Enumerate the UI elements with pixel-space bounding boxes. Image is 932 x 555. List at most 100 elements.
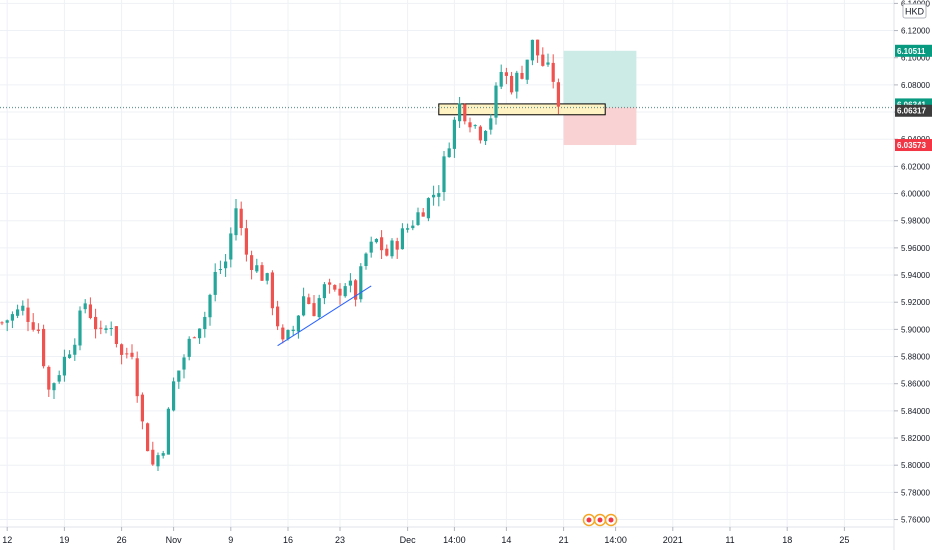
candle-down xyxy=(510,75,514,93)
time-tick-label: 19 xyxy=(59,535,69,545)
candle-down xyxy=(281,327,285,340)
candle-down xyxy=(541,54,545,66)
candle-down xyxy=(551,62,555,82)
time-tick-label: 25 xyxy=(839,535,849,545)
candle-up xyxy=(68,354,72,358)
drawings[interactable] xyxy=(0,50,894,146)
candle-up xyxy=(208,294,212,318)
candle-up xyxy=(374,238,378,243)
candle-up xyxy=(286,330,290,340)
support-zone-rectangle[interactable] xyxy=(438,103,606,116)
candle-up xyxy=(411,225,415,229)
candle-up xyxy=(546,62,550,65)
candle-up xyxy=(52,383,56,391)
candle-up xyxy=(182,357,186,370)
candle-down xyxy=(146,423,150,452)
candle-down xyxy=(125,353,129,355)
event-markers[interactable] xyxy=(582,513,618,527)
candle-down xyxy=(520,72,524,79)
price-label-box xyxy=(895,44,932,57)
candle-down xyxy=(250,255,254,270)
time-tick-label: 26 xyxy=(117,535,127,545)
candle-down xyxy=(421,212,425,217)
candle-up xyxy=(5,320,9,323)
candle-up xyxy=(452,119,456,149)
price-label-box xyxy=(895,139,932,152)
candle-up xyxy=(416,212,420,225)
candle-up xyxy=(172,381,176,411)
candle-up xyxy=(489,118,493,130)
candle-down xyxy=(244,228,248,255)
candle-up xyxy=(322,284,326,299)
price-tick-label: 6.00000 xyxy=(901,190,930,199)
time-axis[interactable]: 12 19 26 Nov 9 16 23 Dec 14:00 14 21 14:00 2021 11 18 2… xyxy=(2,527,849,545)
candle-up xyxy=(21,305,25,311)
price-tick-label: 6.10000 xyxy=(901,54,930,63)
candle-up xyxy=(447,148,451,158)
candle-up xyxy=(10,314,14,321)
time-tick-label: 23 xyxy=(335,535,345,545)
price-tick-label: 5.94000 xyxy=(901,271,930,280)
candle-up xyxy=(442,156,446,193)
price-tick-label: 6.08000 xyxy=(901,81,930,90)
flag-icon xyxy=(608,517,614,523)
candle-up xyxy=(255,265,259,272)
time-tick-label: 14:00 xyxy=(604,535,627,545)
candle-up xyxy=(187,338,191,357)
profit-target-zone[interactable] xyxy=(563,50,637,108)
candle-down xyxy=(26,307,30,322)
time-tick-label: 14 xyxy=(501,535,511,545)
candle-down xyxy=(151,449,155,465)
candle-up xyxy=(525,59,529,80)
candle-up xyxy=(62,356,66,376)
candle-up xyxy=(109,328,113,330)
drawings-overlay[interactable] xyxy=(277,285,372,347)
currency-badge[interactable]: HKD xyxy=(902,3,927,19)
time-tick-label: 16 xyxy=(283,535,293,545)
candle-down xyxy=(120,344,124,355)
candle-down xyxy=(140,394,144,422)
candle-up xyxy=(426,198,430,219)
candle-up xyxy=(359,266,363,300)
candle-up xyxy=(78,310,82,346)
candle-up xyxy=(432,194,436,198)
price-tick-label: 6.02000 xyxy=(901,162,930,171)
price-tick-label: 5.80000 xyxy=(901,461,930,470)
time-tick-label: 11 xyxy=(725,535,734,545)
candle-up xyxy=(369,241,373,253)
candle-down xyxy=(276,306,280,327)
candle-down xyxy=(312,303,316,317)
candle-down xyxy=(338,288,342,296)
price-label-box xyxy=(895,104,932,117)
candle-down xyxy=(42,328,46,367)
time-tick-label: Dec xyxy=(400,535,417,545)
candle-up xyxy=(265,273,269,281)
time-tick-label: 9 xyxy=(228,535,233,545)
price-tick-label: 5.90000 xyxy=(901,325,930,334)
candle-down xyxy=(88,304,92,319)
price-tick-label: 5.92000 xyxy=(901,298,930,307)
grid-lines xyxy=(0,0,894,527)
candle-up xyxy=(515,72,519,92)
candle-up xyxy=(177,370,181,382)
price-tick-label: 5.84000 xyxy=(901,407,930,416)
candle-down xyxy=(385,248,389,256)
candle-up xyxy=(530,39,534,61)
candle-down xyxy=(478,126,482,141)
candle-down xyxy=(354,280,358,300)
price-axis[interactable]: 6.140006.120006.100006.080006.060006.040… xyxy=(894,0,930,525)
price-tick-label: 5.98000 xyxy=(901,217,930,226)
candle-up xyxy=(83,303,87,310)
candle-down xyxy=(192,337,196,339)
candle-up xyxy=(390,240,394,257)
time-tick-label: 18 xyxy=(782,535,792,545)
candlesticks xyxy=(0,39,560,471)
candle-up xyxy=(229,233,233,260)
candle-down xyxy=(307,297,311,305)
candle-down xyxy=(536,39,540,56)
price-tick-label: 5.76000 xyxy=(901,516,930,525)
currency-badge-label: HKD xyxy=(905,7,925,17)
trendline[interactable] xyxy=(277,285,372,347)
